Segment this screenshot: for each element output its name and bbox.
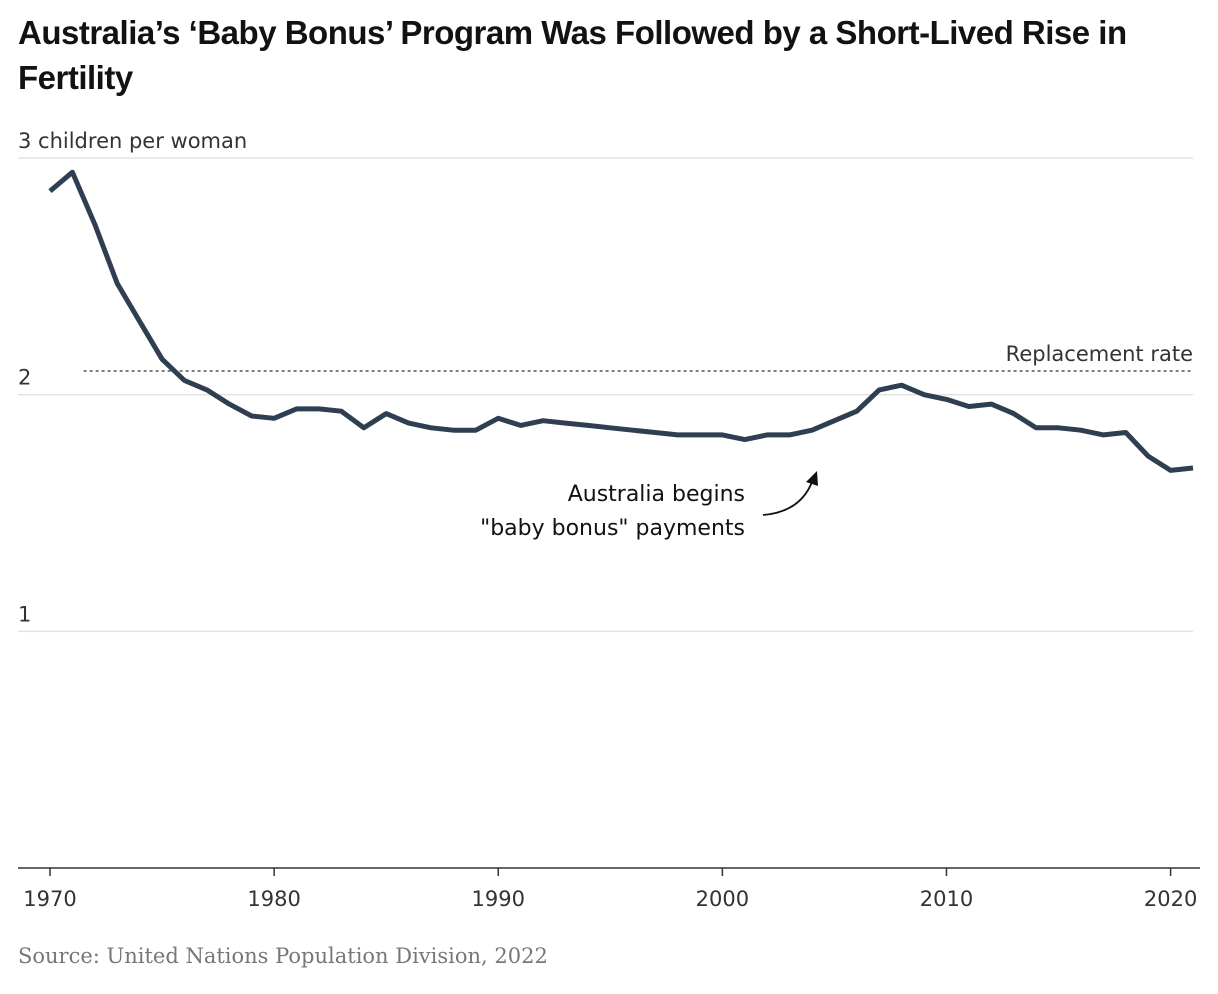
- replacement-rate-reference: Replacement rate: [83, 342, 1193, 372]
- y-tick-label-3: 3 children per woman: [18, 129, 247, 153]
- chart-title: Australia’s ‘Baby Bonus’ Program Was Fol…: [18, 14, 1127, 96]
- x-tick-label-1970: 1970: [23, 887, 76, 911]
- x-axis: 1970 1980 1990 2000 2010 2020: [18, 867, 1200, 911]
- grid-lines: [18, 157, 1193, 633]
- fertility-series: [48, 169, 1194, 473]
- x-tick-label-1980: 1980: [247, 887, 300, 911]
- replacement-rate-label: Replacement rate: [1006, 342, 1193, 366]
- x-tick-label-2010: 2010: [920, 887, 973, 911]
- annotation-arrow-shaft: [762, 481, 813, 516]
- y-tick-label-2: 2: [18, 366, 31, 390]
- annotation-text-line-1: Australia begins: [568, 482, 745, 507]
- baby-bonus-annotation: Australia begins "baby bonus" payments: [480, 471, 818, 541]
- x-tick-label-2020: 2020: [1144, 887, 1197, 911]
- annotation-text-line-2: "baby bonus" payments: [480, 516, 745, 541]
- fertility-line: [48, 169, 1194, 473]
- y-tick-label-1: 1: [18, 602, 31, 626]
- source-note: Source: United Nations Population Divisi…: [18, 944, 548, 968]
- y-tick-labels: 3 children per woman 2 1: [18, 129, 247, 626]
- x-tick-label-2000: 2000: [696, 887, 749, 911]
- annotation-arrow-head: [806, 471, 818, 486]
- x-tick-label-1990: 1990: [472, 887, 525, 911]
